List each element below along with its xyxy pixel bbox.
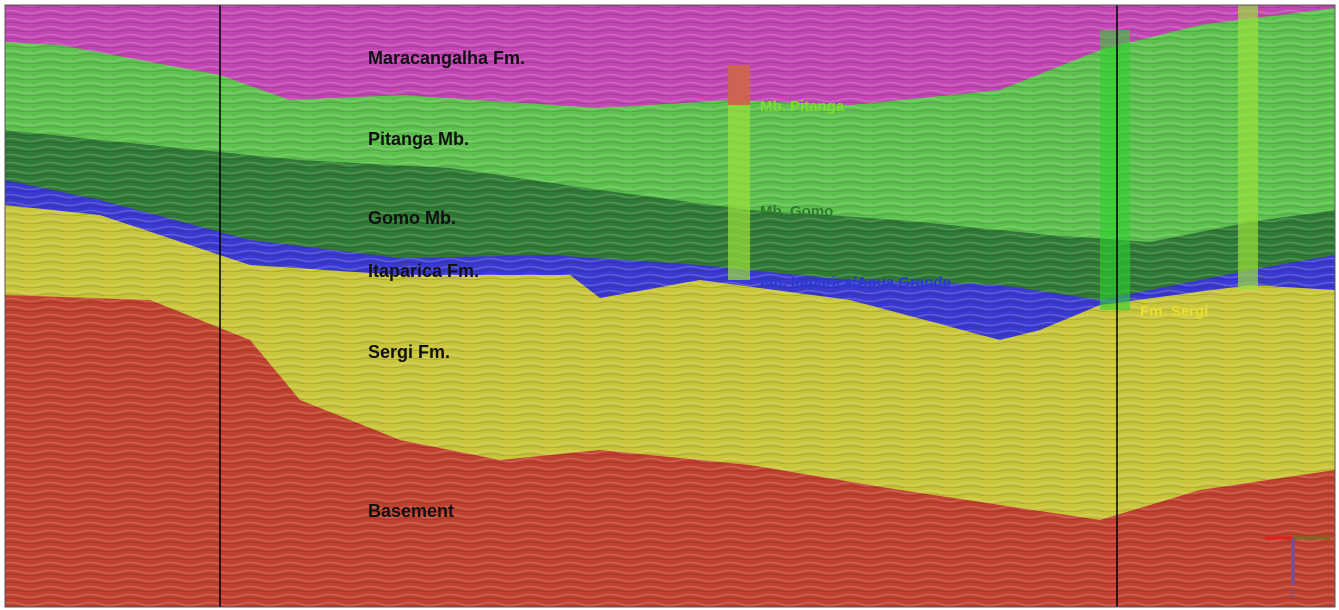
layer-label: Sergi Fm. <box>368 342 450 362</box>
well-marker: Mb. Pitanga <box>760 98 845 115</box>
frame <box>4 4 1336 608</box>
seismic-texture <box>5 5 1335 607</box>
layer-label: Basement <box>368 501 454 521</box>
well-column <box>728 65 750 105</box>
well-marker: Fm. Itaparica/Agua Grande <box>760 274 951 291</box>
layer-label: Pitanga Mb. <box>368 129 469 149</box>
layer-label: Itaparica Fm. <box>368 261 479 281</box>
axis-triad: z <box>1265 536 1330 600</box>
layers <box>5 5 1335 607</box>
layer-label: Maracangalha Fm. <box>368 48 525 68</box>
triad-label: z <box>1289 586 1295 600</box>
well-column <box>728 65 750 280</box>
well-marker: Fm. Sergi <box>1140 303 1208 320</box>
layer-label: Gomo Mb. <box>368 208 456 228</box>
well-column <box>1100 30 1130 310</box>
wells <box>728 5 1258 310</box>
well-marker: Mb. Gomo <box>760 203 833 220</box>
well-column <box>1238 5 1258 290</box>
